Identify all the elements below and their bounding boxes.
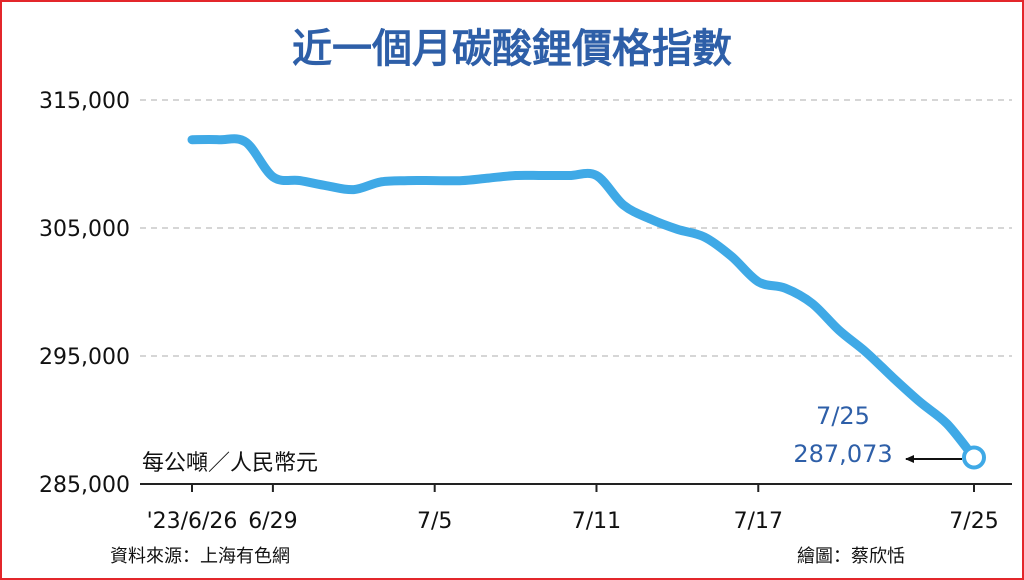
source-label: 資料來源：上海有色網: [110, 546, 290, 567]
x-tick-label: 7/25: [949, 509, 998, 534]
annotation-date: 7/25: [816, 402, 870, 430]
x-axis-ticks: '23/6/26 6/29 7/5 7/11 7/17 7/25: [147, 484, 999, 534]
x-tick-label: 7/5: [417, 509, 452, 534]
series-line: [187, 134, 979, 462]
credit-label: 繪圖：蔡欣恬: [797, 546, 905, 567]
unit-label: 每公噸／人民幣元: [142, 451, 318, 476]
y-axis-ticks: 315,000 305,000 295,000 285,000: [39, 89, 130, 498]
y-tick-label: 295,000: [39, 345, 130, 370]
x-tick-label: 7/11: [572, 509, 621, 534]
x-tick-label: 7/17: [734, 509, 783, 534]
y-tick-label: 285,000: [39, 473, 130, 498]
y-tick-label: 315,000: [39, 89, 130, 114]
x-tick-label: '23/6/26: [147, 509, 238, 534]
annotation-value: 287,073: [793, 440, 892, 468]
chart-title: 近一個月碳酸鋰價格指數: [292, 26, 732, 72]
y-tick-label: 305,000: [39, 217, 130, 242]
end-point-marker: [962, 445, 986, 470]
gridlines: [140, 99, 1012, 357]
x-tick-label: 6/29: [248, 509, 297, 534]
